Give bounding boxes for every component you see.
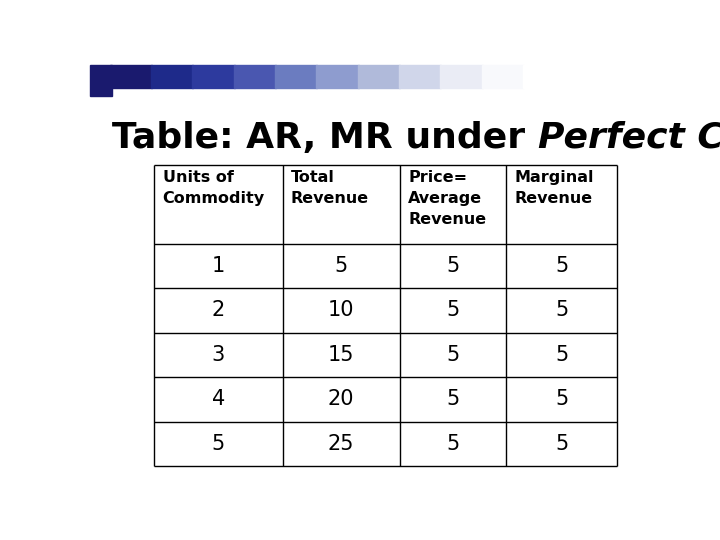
Text: 20: 20 [328,389,354,409]
Text: 15: 15 [328,345,354,365]
Text: 1: 1 [212,256,225,276]
Text: 10: 10 [328,300,354,320]
Bar [316,65,359,87]
Bar [109,65,152,87]
Text: 5: 5 [446,345,459,365]
Bar [523,65,565,87]
Text: Marginal
Revenue: Marginal Revenue [514,170,593,206]
Text: 5: 5 [555,256,568,276]
Text: Units of
Commodity: Units of Commodity [163,170,265,206]
Text: 5: 5 [555,300,568,320]
Bar [233,65,276,87]
Text: 5: 5 [446,256,459,276]
Text: 25: 25 [328,434,354,454]
Bar [482,65,524,87]
Bar [90,65,112,96]
Bar [358,65,400,87]
Bar [275,65,318,87]
Text: 3: 3 [212,345,225,365]
Text: Price=
Average
Revenue: Price= Average Revenue [408,170,486,227]
Text: 5: 5 [555,434,568,454]
Text: Perfect Competition: Perfect Competition [538,121,720,155]
Text: 5: 5 [555,389,568,409]
Text: Total
Revenue: Total Revenue [291,170,369,206]
Text: 5: 5 [446,389,459,409]
Bar [399,65,441,87]
Text: 5: 5 [446,434,459,454]
Text: 5: 5 [446,300,459,320]
Bar [192,65,235,87]
Bar [151,65,194,87]
Text: 5: 5 [212,434,225,454]
Text: 2: 2 [212,300,225,320]
Text: 5: 5 [335,256,348,276]
Text: 4: 4 [212,389,225,409]
Text: 5: 5 [555,345,568,365]
Text: Table: AR, MR under: Table: AR, MR under [112,121,538,155]
Bar [440,65,482,87]
